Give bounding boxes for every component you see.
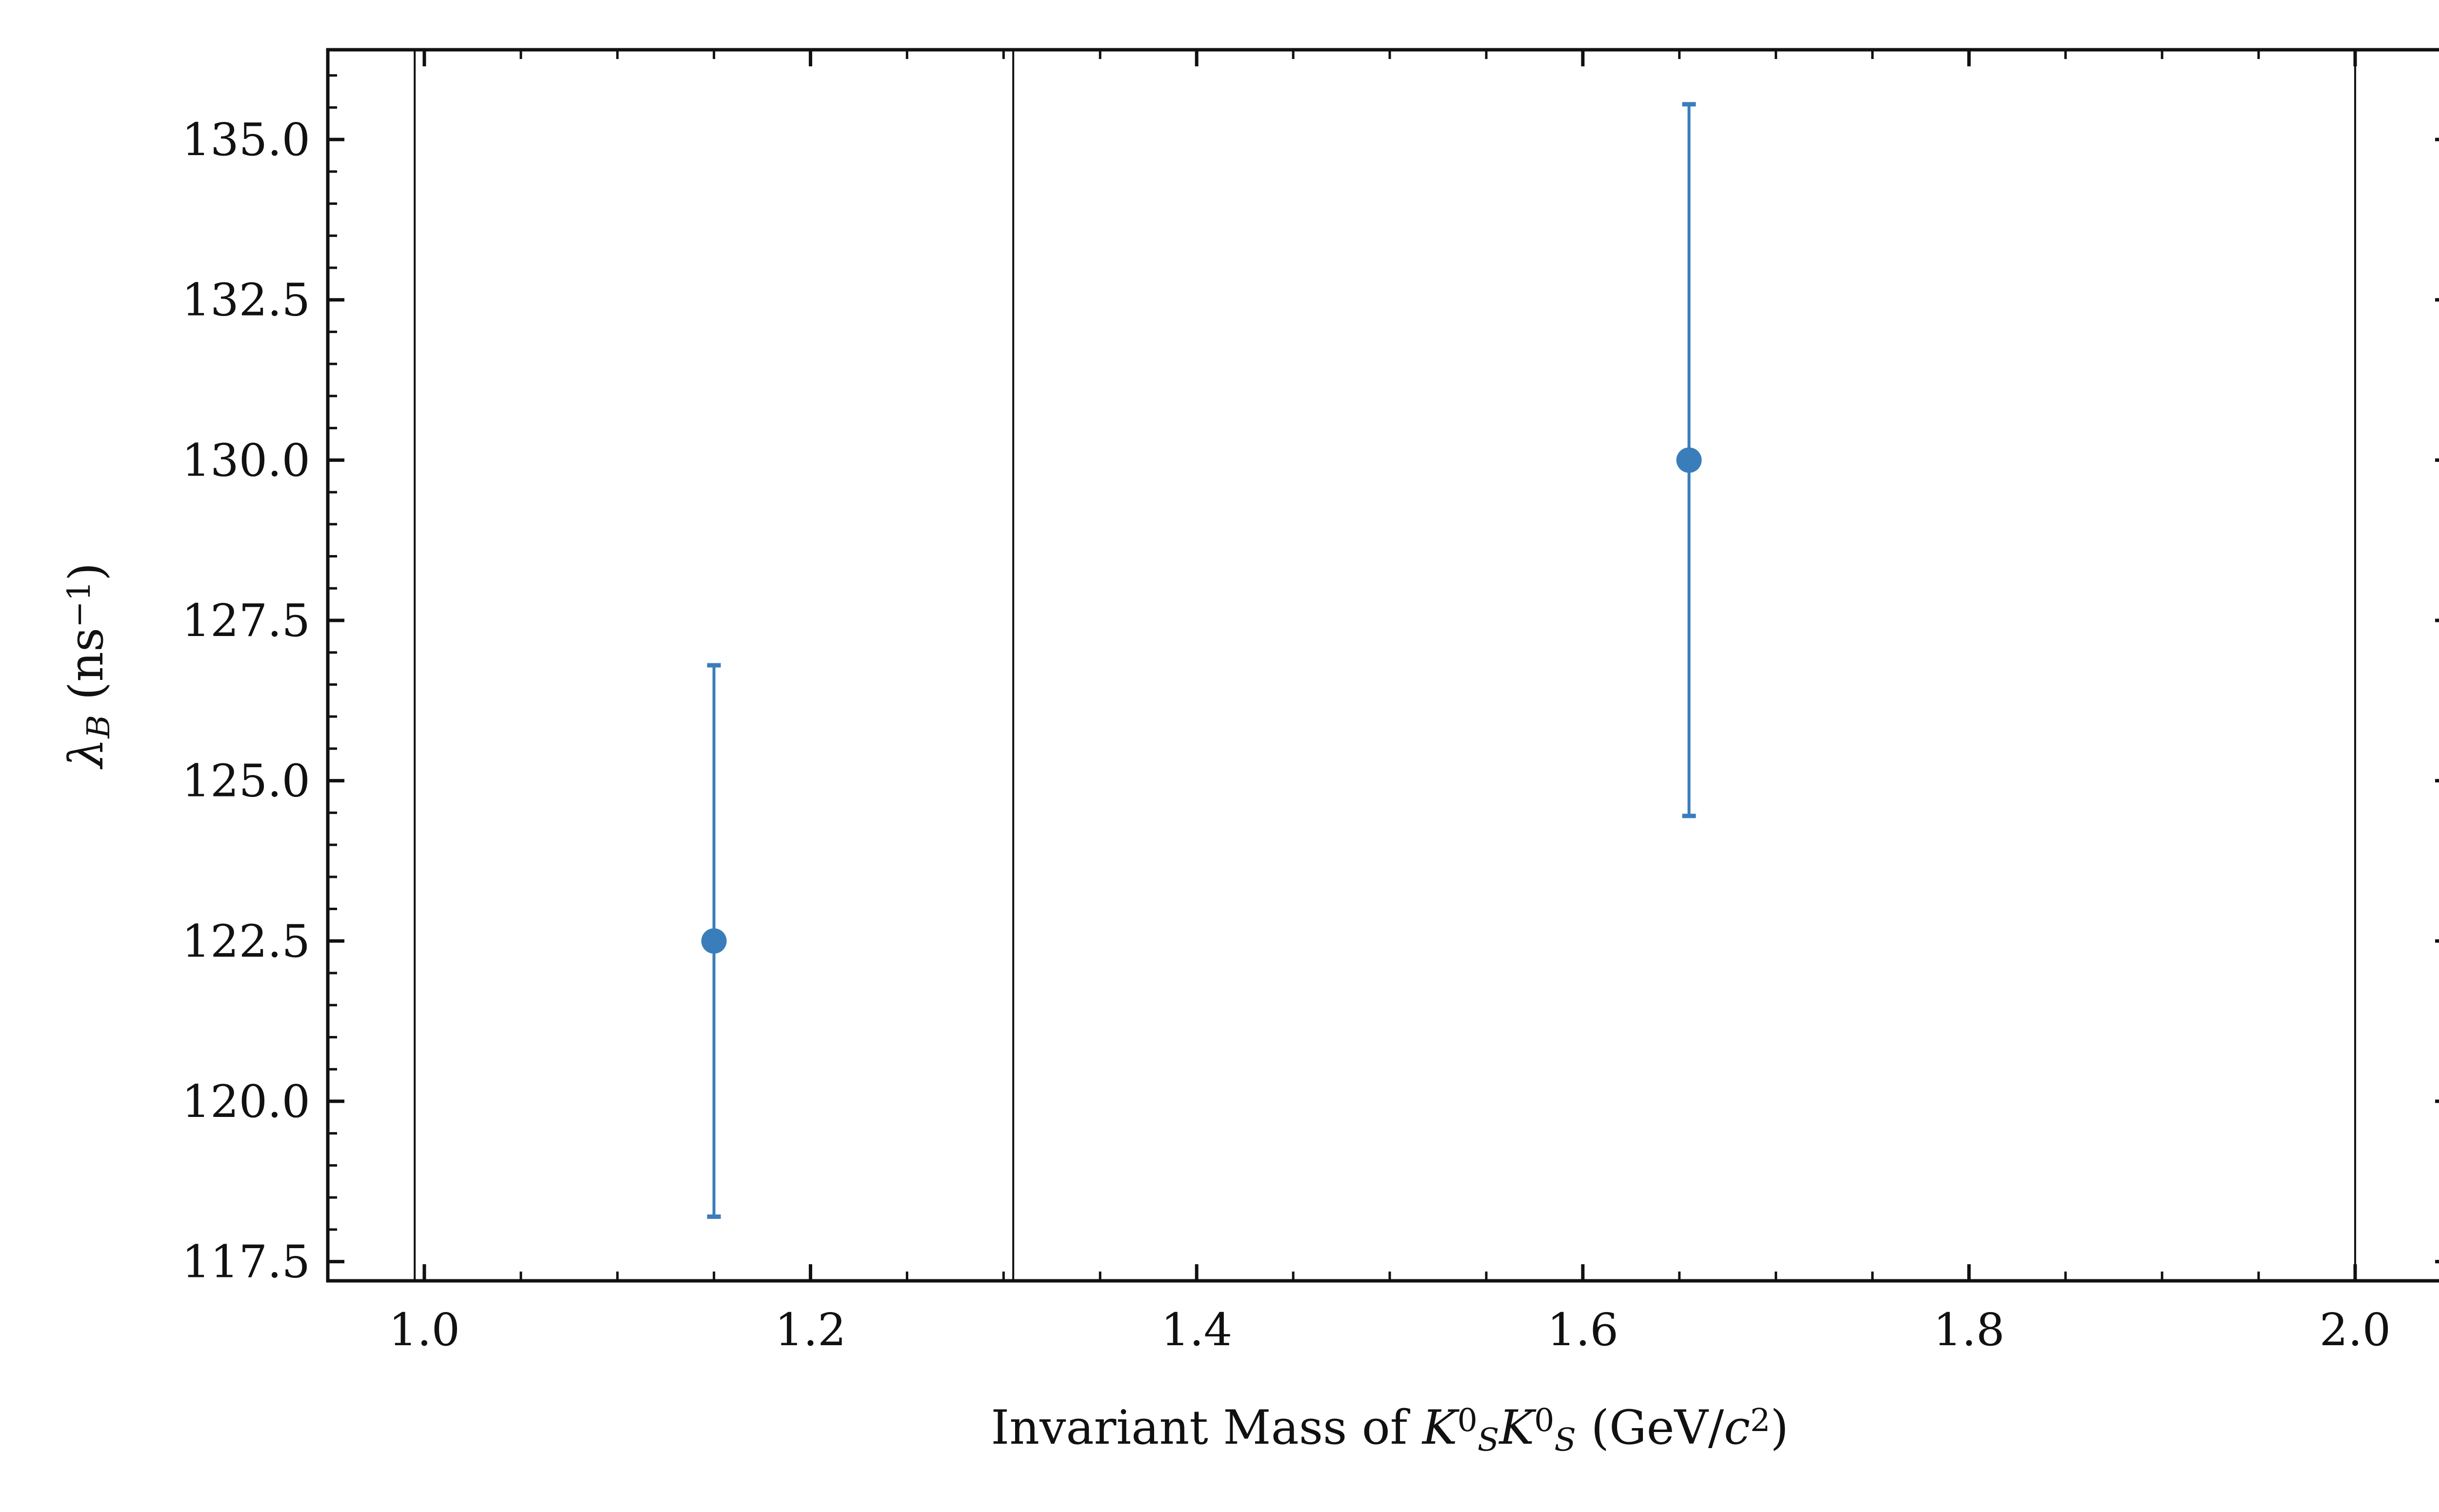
- y-tick-label: 130.0: [182, 434, 310, 486]
- x-axis-title: Invariant Mass of K0SK0S (GeV/c2): [991, 1400, 1788, 1458]
- axis-title-part: Invariant Mass of: [991, 1400, 1422, 1455]
- data-point: [701, 928, 727, 954]
- y-tick-label: 135.0: [182, 114, 310, 166]
- plot-area: [326, 48, 2439, 1283]
- axis-title-part: λ: [59, 738, 114, 770]
- bin-boundaries: [414, 50, 2357, 1281]
- data-series: [701, 102, 1702, 1219]
- y-tick-label: 117.5: [182, 1236, 310, 1288]
- axis-title-part: (GeV/: [1576, 1400, 1724, 1455]
- y-tick-label: 120.0: [182, 1075, 310, 1128]
- axis-title-part: S: [1554, 1422, 1576, 1458]
- y-tick-label: 125.0: [182, 755, 310, 807]
- x-tick-label: 1.4: [1161, 1304, 1232, 1356]
- axis-title-part: K: [1498, 1400, 1537, 1455]
- tick-labels: 1.0 1.2 1.4 1.6 1.8 2.0 117.5 120.0 122.5 125.0 12…: [182, 114, 2391, 1356]
- axis-title-part: c: [1724, 1400, 1750, 1455]
- y-tick-label: 132.5: [182, 274, 310, 326]
- y-tick-label: 122.5: [182, 915, 310, 967]
- axis-title-part: ): [59, 563, 114, 581]
- ticks: [326, 50, 2439, 1281]
- x-tick-label: 1.0: [389, 1304, 460, 1356]
- y-tick-label: 127.5: [182, 595, 310, 647]
- y-axis-title: λB (ns−1): [59, 563, 117, 770]
- axis-title-part: 2: [1750, 1402, 1770, 1439]
- axis-title-part: B: [80, 715, 117, 739]
- data-point: [1676, 447, 1702, 473]
- plot-frame: [326, 48, 2439, 1283]
- axis-title-part: 0: [1457, 1402, 1477, 1439]
- x-tick-label: 2.0: [2319, 1304, 2391, 1356]
- x-tick-label: 1.8: [1933, 1304, 2004, 1356]
- axis-title-part: ): [1770, 1400, 1788, 1455]
- axis-title-part: −1: [61, 581, 98, 628]
- axis-title-part: 0: [1534, 1402, 1554, 1439]
- axis-title-part: (ns: [59, 628, 114, 715]
- axis-title-part: K: [1421, 1400, 1460, 1455]
- axis-title-part: S: [1478, 1422, 1499, 1458]
- x-tick-label: 1.2: [775, 1304, 846, 1356]
- x-tick-label: 1.6: [1547, 1304, 1619, 1356]
